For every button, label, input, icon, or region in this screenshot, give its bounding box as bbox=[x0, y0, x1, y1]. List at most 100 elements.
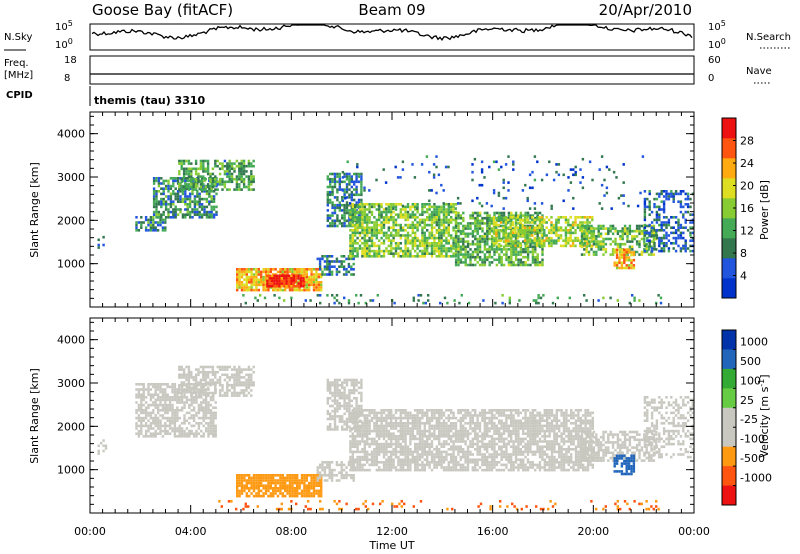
heatmap-cell bbox=[326, 203, 329, 207]
heatmap-cell bbox=[523, 239, 527, 242]
heatmap-cell bbox=[557, 236, 560, 240]
heatmap-cell bbox=[518, 299, 521, 302]
heatmap-cell bbox=[159, 432, 162, 435]
heatmap-cell bbox=[331, 399, 334, 403]
heatmap-cell bbox=[547, 244, 551, 248]
heatmap-cell bbox=[333, 172, 337, 176]
heatmap-cell bbox=[559, 244, 563, 248]
heatmap-cell bbox=[167, 182, 170, 185]
heatmap-cell bbox=[178, 432, 181, 435]
heatmap-cell bbox=[648, 192, 651, 196]
heatmap-cell bbox=[423, 218, 426, 222]
heatmap-cell bbox=[226, 389, 229, 392]
heatmap-cell bbox=[172, 213, 175, 216]
heatmap-cell bbox=[660, 208, 663, 211]
heatmap-cell bbox=[507, 218, 510, 222]
heatmap-cell bbox=[469, 255, 472, 259]
heatmap-cell bbox=[555, 231, 558, 235]
heatmap-cell bbox=[326, 214, 329, 217]
heatmap-cell bbox=[195, 429, 198, 433]
heatmap-cell bbox=[440, 183, 443, 187]
heatmap-cell bbox=[356, 165, 359, 169]
heatmap-cell bbox=[640, 229, 644, 233]
heatmap-cell bbox=[345, 409, 349, 413]
heatmap-cell bbox=[541, 248, 544, 251]
heatmap-cell bbox=[350, 381, 353, 384]
heatmap-cell bbox=[531, 214, 535, 217]
heatmap-cell bbox=[583, 248, 586, 251]
heatmap-cell bbox=[476, 224, 479, 228]
heatmap-cell bbox=[355, 180, 358, 184]
heatmap-cell bbox=[497, 229, 500, 232]
heatmap-cell bbox=[430, 218, 434, 222]
heatmap-cell bbox=[97, 243, 100, 247]
heatmap-cell bbox=[137, 393, 141, 396]
heatmap-cell bbox=[531, 216, 534, 219]
heatmap-cell bbox=[579, 226, 582, 229]
heatmap-cell bbox=[592, 227, 596, 230]
heatmap-cell bbox=[255, 487, 258, 490]
heatmap-cell bbox=[368, 239, 371, 242]
heatmap-cell bbox=[343, 172, 346, 176]
heatmap-cell bbox=[375, 249, 378, 253]
heatmap-cell bbox=[648, 239, 651, 242]
heatmap-cell bbox=[510, 214, 513, 217]
heatmap-cell bbox=[350, 391, 353, 395]
heatmap-cell bbox=[214, 435, 217, 438]
heatmap-cell bbox=[318, 268, 322, 271]
heatmap-cell bbox=[178, 188, 181, 191]
heatmap-cell bbox=[200, 213, 204, 216]
heatmap-cell bbox=[180, 159, 183, 163]
heatmap-cell bbox=[531, 242, 534, 245]
heatmap-cell bbox=[338, 378, 341, 382]
heatmap-cell bbox=[357, 198, 361, 202]
heatmap-cell bbox=[619, 237, 622, 241]
heatmap-cell bbox=[618, 256, 621, 259]
heatmap-cell bbox=[411, 244, 414, 248]
heatmap-cell bbox=[547, 229, 551, 232]
heatmap-cell bbox=[331, 428, 334, 431]
heatmap-cell bbox=[354, 208, 357, 211]
heatmap-cell bbox=[240, 288, 244, 292]
heatmap-cell bbox=[583, 224, 586, 228]
heatmap-cell bbox=[534, 248, 537, 251]
heatmap-cell bbox=[162, 179, 165, 183]
heatmap-cell bbox=[321, 461, 324, 464]
heatmap-cell bbox=[209, 398, 213, 402]
heatmap-cell bbox=[536, 224, 539, 228]
heatmap-cell bbox=[135, 383, 138, 386]
heatmap-cell bbox=[511, 223, 515, 227]
heatmap-cell bbox=[373, 249, 376, 253]
heatmap-cell bbox=[318, 257, 322, 261]
heatmap-cell bbox=[190, 396, 193, 399]
heatmap-cell bbox=[262, 268, 265, 271]
heatmap-cell bbox=[326, 265, 329, 268]
heatmap-cell bbox=[526, 196, 529, 200]
heatmap-cell bbox=[180, 422, 184, 425]
heatmap-cell bbox=[331, 188, 334, 191]
heatmap-cell bbox=[315, 268, 318, 271]
heatmap-cell bbox=[212, 419, 215, 422]
heatmap-cell bbox=[310, 278, 313, 281]
heatmap-cell bbox=[195, 422, 198, 425]
heatmap-cell bbox=[212, 190, 216, 193]
heatmap-cell bbox=[363, 247, 366, 250]
heatmap-cell bbox=[326, 196, 329, 199]
heatmap-cell bbox=[574, 236, 577, 240]
heatmap-cell bbox=[335, 268, 339, 271]
heatmap-cell bbox=[444, 165, 448, 169]
heatmap-cell bbox=[686, 210, 690, 214]
heatmap-cell bbox=[288, 492, 292, 495]
heatmap-cell bbox=[204, 159, 207, 163]
heatmap-cell bbox=[255, 288, 258, 292]
heatmap-cell bbox=[574, 170, 577, 174]
heatmap-cell bbox=[159, 429, 162, 433]
heatmap-cell bbox=[281, 487, 284, 490]
heatmap-cell bbox=[214, 432, 217, 435]
heatmap-cell bbox=[476, 250, 479, 254]
heatmap-cell bbox=[595, 227, 598, 230]
heatmap-cell bbox=[159, 409, 162, 412]
heatmap-cell bbox=[514, 250, 518, 254]
heatmap-cell bbox=[504, 236, 508, 240]
heatmap-cell bbox=[534, 261, 537, 264]
